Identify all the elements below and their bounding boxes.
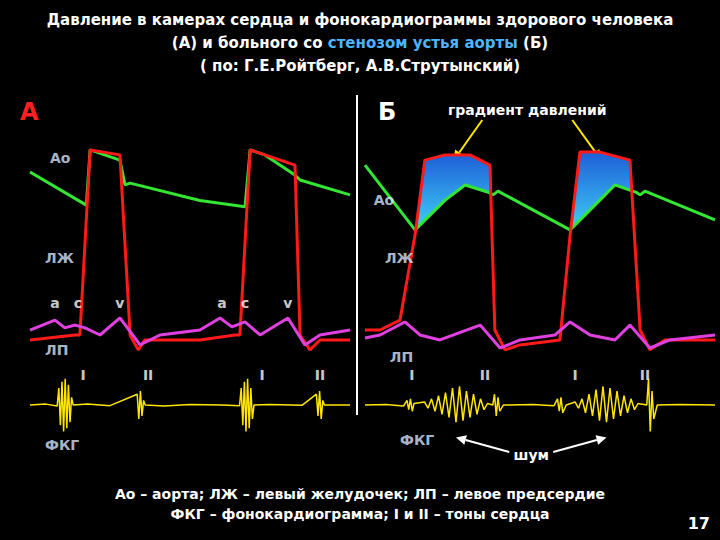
svg-text:ФКГ – фонокардиограмма; I и II: ФКГ – фонокардиограмма; I и II – тоны се… [171, 506, 550, 522]
svg-text:I: I [81, 367, 86, 383]
svg-text:Б: Б [378, 98, 396, 126]
svg-text:ЛЖ: ЛЖ [385, 250, 414, 266]
svg-text:(А) и больного со: (А) и больного со [172, 34, 328, 52]
svg-text:v: v [115, 295, 124, 311]
svg-text:I: I [409, 367, 414, 383]
svg-text:стенозом устья аорты: стенозом устья аорты [328, 34, 518, 52]
svg-text:c: c [74, 295, 82, 311]
svg-text:a: a [50, 295, 59, 311]
svg-text:I: I [259, 367, 264, 383]
svg-text:шум: шум [514, 447, 549, 463]
svg-text:II: II [640, 367, 650, 383]
svg-text:А: А [20, 98, 39, 126]
svg-text:Ао: Ао [50, 150, 71, 166]
svg-text:II: II [480, 367, 490, 383]
svg-text:ЛП: ЛП [390, 349, 413, 365]
svg-text:a: a [217, 295, 226, 311]
svg-text:ЛЖ: ЛЖ [45, 250, 74, 266]
svg-text:(Б): (Б) [518, 34, 548, 52]
svg-text:Ао – аорта; ЛЖ – левый желудоч: Ао – аорта; ЛЖ – левый желудочек; ЛП – л… [115, 486, 605, 502]
svg-text:ФКГ: ФКГ [45, 437, 79, 453]
svg-text:Ао: Ао [374, 192, 395, 208]
svg-text:Давление в камерах сердца и фо: Давление в камерах сердца и фонокардиогр… [47, 11, 674, 29]
svg-text:градиент давлений: градиент давлений [448, 102, 607, 118]
svg-text:( по: Г.Е.Ройтберг, А.В.Струты: ( по: Г.Е.Ройтберг, А.В.Струтынский) [200, 57, 520, 75]
svg-text:c: c [241, 295, 249, 311]
svg-text:v: v [283, 295, 292, 311]
svg-text:ФКГ: ФКГ [400, 432, 434, 448]
svg-text:II: II [143, 367, 153, 383]
svg-text:I: I [572, 367, 577, 383]
svg-text:17: 17 [688, 514, 710, 533]
svg-text:ЛП: ЛП [45, 342, 68, 358]
svg-text:II: II [315, 367, 325, 383]
